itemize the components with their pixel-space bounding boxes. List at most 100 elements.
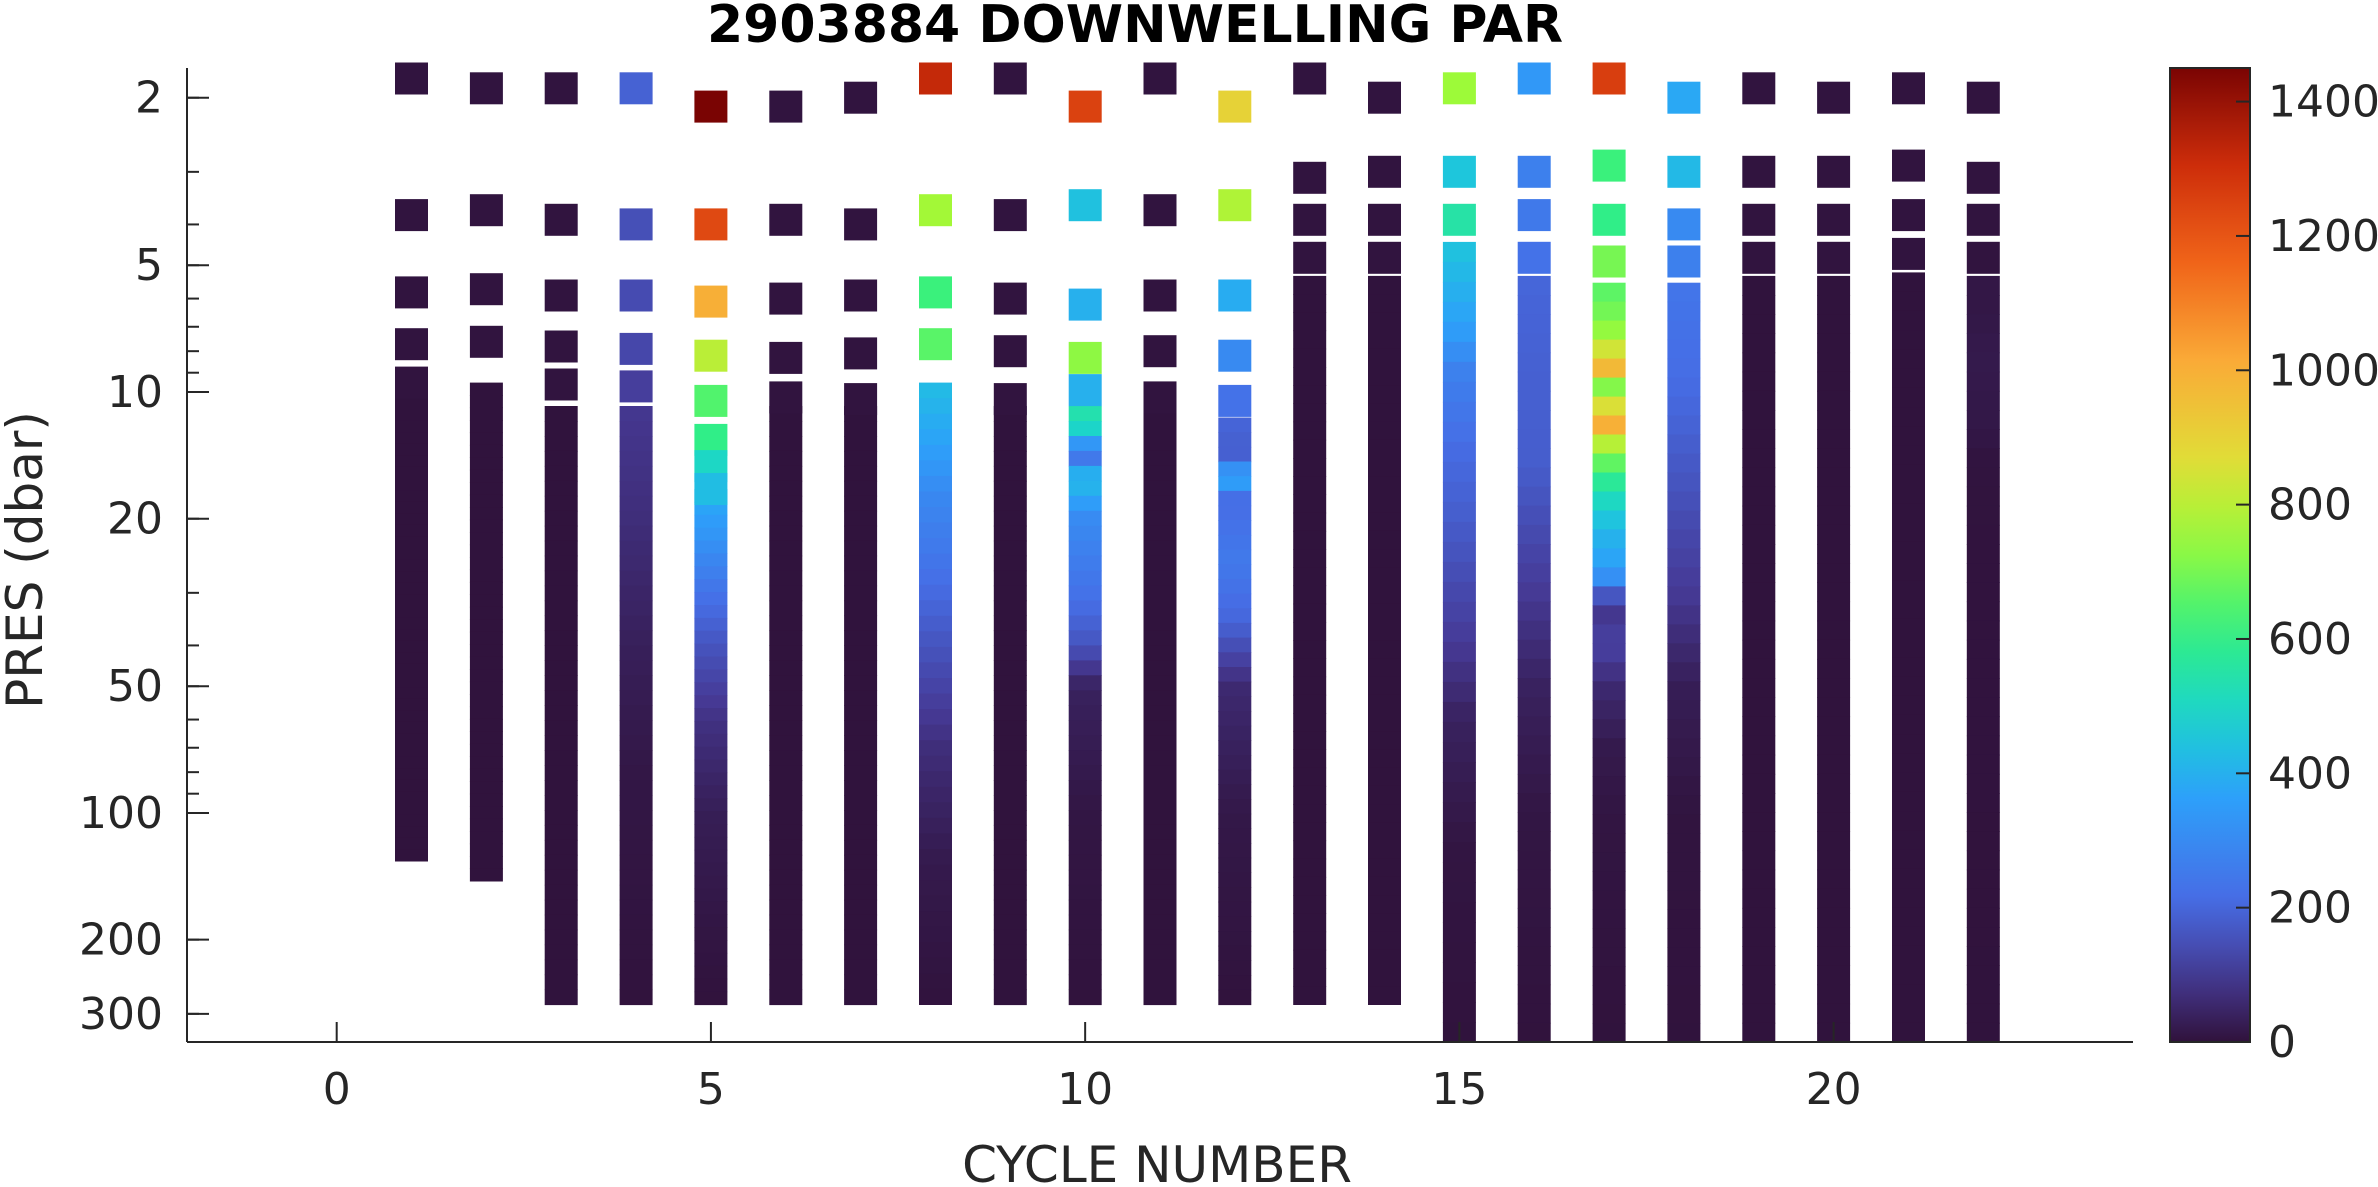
- cycle-4-column-cell: [619, 645, 653, 661]
- cycle-9-column-cell: [993, 899, 1027, 916]
- cycle-14-column-cell: [1368, 640, 1401, 659]
- cycle-13-column-cell: [1293, 822, 1327, 842]
- cycle-15-column-cell: [1442, 421, 1476, 443]
- cycle-2-column-cell: [469, 706, 503, 720]
- cycle-1-column-cell: [395, 768, 428, 781]
- cycle-12-column-cell: [1218, 681, 1252, 697]
- cycle-19-column-cell: [1742, 639, 1776, 660]
- cycle-9-profile: [993, 62, 1027, 1006]
- cycle-17-column-cell: [1592, 396, 1626, 417]
- cycle-16-column-cell: [1517, 505, 1551, 526]
- cycle-17-column-cell: [1592, 529, 1626, 549]
- cycle-18-column-cell: [1667, 339, 1701, 360]
- cycle-1-column-cell: [395, 420, 428, 433]
- cycle-17-sample: [1592, 245, 1626, 278]
- cycle-18-column-cell: [1667, 776, 1701, 796]
- cycle-3-column-cell: [544, 630, 578, 646]
- cycle-2-column-cell: [469, 594, 503, 608]
- cycle-18-column-cell: [1667, 662, 1701, 682]
- cycle-3-column-cell: [544, 495, 578, 512]
- cycle-7-column-cell: [844, 645, 878, 661]
- cycle-11-column-cell: [1143, 735, 1177, 751]
- cycle-15-column-cell: [1442, 381, 1476, 403]
- cycle-18-column-cell: [1667, 529, 1701, 549]
- cycle-2-sample: [469, 325, 503, 358]
- cycle-1-column-cell: [395, 548, 428, 561]
- cycle-7-column-cell: [844, 510, 878, 527]
- cycle-13-column-cell: [1293, 367, 1327, 386]
- cycle-8-profile: [919, 62, 952, 1005]
- cycle-13-sample: [1293, 203, 1327, 236]
- cycle-8-column-cell: [919, 429, 952, 446]
- cycle-3-column-cell: [544, 854, 578, 871]
- cycle-11-column-cell: [1143, 540, 1177, 557]
- cycle-2-column-cell: [469, 606, 503, 620]
- cycle-10-sample: [1068, 189, 1102, 222]
- cycle-16-sample: [1517, 155, 1551, 188]
- cycle-8-column-cell: [919, 709, 952, 726]
- cycle-7-column-cell: [844, 600, 878, 617]
- cycle-11-column-cell: [1143, 555, 1177, 572]
- cycle-9-column-cell: [993, 929, 1027, 946]
- cycle-14-column-cell: [1368, 822, 1401, 842]
- cycle-7-column-cell: [844, 854, 878, 871]
- cycle-13-column-cell: [1293, 694, 1327, 714]
- cycle-5-column-cell: [694, 682, 728, 696]
- cycle-13-column-cell: [1293, 767, 1327, 787]
- cycle-11-column-cell: [1143, 690, 1177, 706]
- cycle-15-column-cell: [1442, 742, 1476, 763]
- cycle-9-column-cell: [993, 780, 1027, 796]
- cycle-8-column-cell: [919, 833, 952, 850]
- cycle-9-column-cell: [993, 600, 1027, 617]
- cycle-2-column-cell: [469, 806, 503, 820]
- cycle-21-column-cell: [1892, 734, 1925, 754]
- cycle-17-column-cell: [1592, 1004, 1626, 1024]
- cycle-20-profile: [1817, 81, 1851, 1043]
- cycle-1-column-cell: [395, 826, 428, 839]
- cycle-1-column-cell: [395, 443, 428, 456]
- cycle-8-column-cell: [919, 444, 952, 461]
- cycle-10-sample: [1068, 341, 1102, 374]
- cycle-20-column-cell: [1817, 927, 1851, 947]
- cycle-21-column-cell: [1892, 330, 1925, 350]
- cycle-17-column-cell: [1592, 700, 1626, 720]
- cycle-20-column-cell: [1817, 984, 1851, 1005]
- cycle-2-column-cell: [469, 856, 503, 870]
- cycle-6-column-cell: [769, 615, 803, 632]
- cycle-14-sample: [1368, 81, 1401, 114]
- cycle-17-column-cell: [1592, 624, 1626, 644]
- cycle-21-column-cell: [1892, 1022, 1925, 1043]
- cycle-5-column-cell: [694, 695, 728, 709]
- cycle-10-column-cell: [1068, 795, 1102, 811]
- cycle-22-column-cell: [1966, 888, 2000, 909]
- cycle-8-column-cell: [919, 973, 952, 990]
- cycle-10-column-cell: [1068, 884, 1102, 901]
- cycle-10-column-cell: [1068, 810, 1102, 826]
- cycle-15-column-cell: [1442, 902, 1476, 923]
- cycle-15-column-cell: [1442, 341, 1476, 363]
- cycle-2-column-cell: [469, 768, 503, 782]
- cycle-15-column-cell: [1442, 441, 1476, 463]
- cycle-12-column-cell: [1218, 769, 1252, 785]
- cycle-2-column-cell: [469, 718, 503, 732]
- cycle-2-column-cell: [469, 831, 503, 845]
- cycle-1-column-cell: [395, 409, 428, 422]
- cycle-14-column-cell: [1368, 749, 1401, 769]
- cycle-12-column-cell: [1218, 520, 1252, 536]
- cycle-14-column-cell: [1368, 658, 1401, 678]
- cycle-7-column-cell: [844, 660, 878, 676]
- cycle-6-column-cell: [769, 555, 803, 572]
- cycle-4-column-cell: [619, 869, 653, 886]
- cycle-16-column-cell: [1517, 773, 1551, 794]
- cycle-21-column-cell: [1892, 772, 1925, 793]
- cycle-13-column-cell: [1293, 439, 1327, 459]
- cycle-22-profile: [1966, 81, 2000, 1043]
- cycle-12-column-cell: [1218, 945, 1252, 961]
- cycle-22-column-cell: [1966, 735, 2000, 756]
- cycle-7-column-cell: [844, 989, 878, 1006]
- cycle-18-column-cell: [1667, 567, 1701, 587]
- cycle-2-column-cell: [469, 793, 503, 807]
- cycle-18-column-cell: [1667, 719, 1701, 739]
- cycle-2-column-cell: [469, 544, 503, 558]
- cycle-19-sample: [1742, 72, 1776, 105]
